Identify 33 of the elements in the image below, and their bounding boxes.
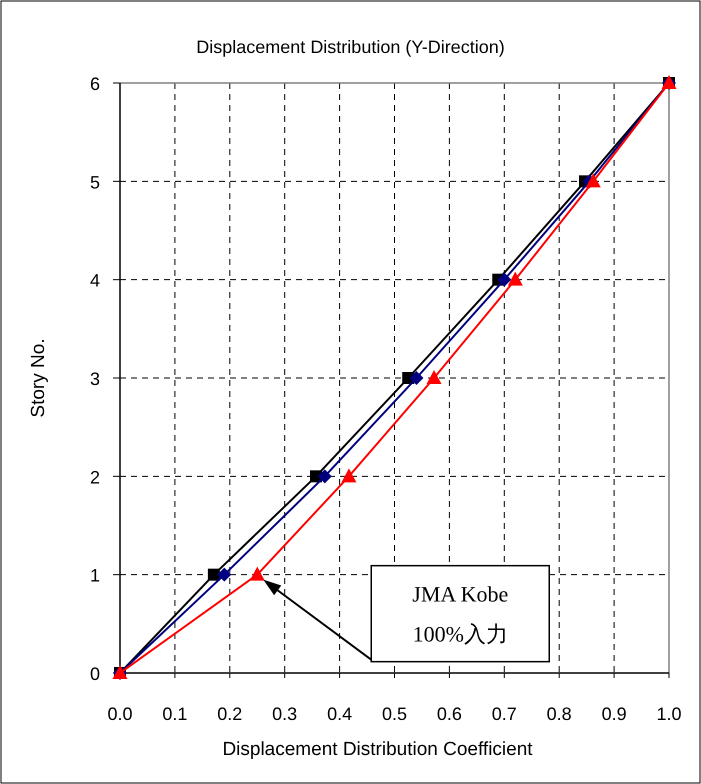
point [318, 469, 332, 484]
point [426, 370, 442, 384]
y-axis-title: Story No. [28, 338, 49, 418]
y-tick-label: 0 [90, 664, 100, 684]
point [208, 568, 220, 581]
chart-title: Displacement Distribution (Y-Direction) [196, 37, 505, 57]
y-tick-label: 1 [90, 566, 100, 586]
x-tick-label: 0.5 [382, 704, 408, 724]
x-tick-label: 0.0 [107, 704, 133, 724]
x-axis-title: Displacement Distribution Coefficient [222, 739, 534, 760]
point [341, 468, 356, 482]
point [497, 272, 512, 287]
annotation: JMA Kobe 100%入力 [412, 582, 508, 647]
point [217, 568, 232, 582]
x-tick-label: 0.9 [602, 704, 627, 724]
x-tick-label: 1.0 [656, 704, 682, 724]
x-tick-label: 0.8 [546, 704, 572, 724]
y-tick-label: 5 [90, 172, 100, 192]
point [250, 566, 265, 581]
annotation: JMA Kobe 100%入力 [263, 564, 550, 662]
point [409, 371, 424, 385]
x-tick-label: 0.2 [217, 704, 242, 724]
y-tick-label: 3 [90, 369, 100, 389]
x-tick-label: 0.6 [436, 704, 462, 724]
x-tick-label: 0.4 [327, 704, 352, 724]
x-tick-label: 0.3 [272, 704, 298, 724]
y-tick-label: 6 [90, 74, 100, 94]
y-tick-label: 2 [90, 467, 100, 488]
point [508, 272, 523, 286]
point [586, 173, 601, 188]
x-tick-label: 0.1 [162, 704, 188, 724]
y-tick-label: 4 [90, 270, 100, 291]
x-tick-label: 0.7 [492, 704, 517, 724]
